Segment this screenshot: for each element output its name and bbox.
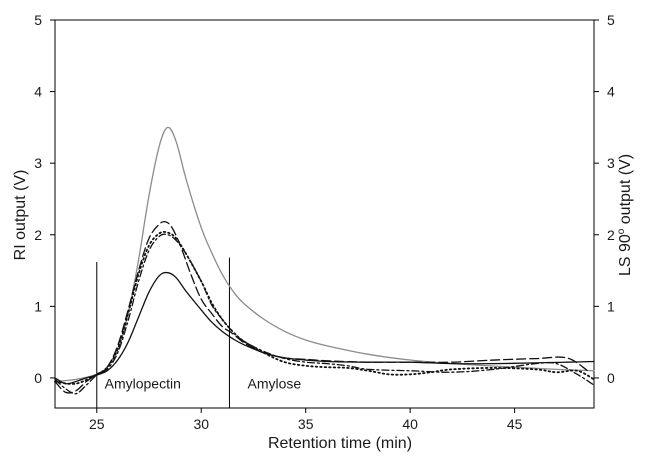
region-dividers xyxy=(96,257,230,408)
annotation-amylopectin: Amylopectin xyxy=(105,376,181,392)
y-axis-title-right-tail: output (V) xyxy=(617,154,634,229)
y-tick-label-left-4: 4 xyxy=(34,84,42,100)
y-tick-label-left-2: 2 xyxy=(34,227,42,243)
y-tick-label-right-1: 1 xyxy=(607,298,615,314)
y-axis-title-right-superscript: o xyxy=(616,228,627,234)
y-tick-label-left-0: 0 xyxy=(34,370,42,386)
y-axis-title-right-base: LS 90 xyxy=(617,234,634,276)
y-tick-label-left-1: 1 xyxy=(34,298,42,314)
y-tick-label-right-5: 5 xyxy=(607,12,615,28)
series-layer xyxy=(54,126,595,395)
x-tick-label-1: 30 xyxy=(193,416,209,432)
annotation-amylose: Amylose xyxy=(248,376,302,392)
axes-layer: 25 30 35 40 450 01 12 23 34 45 5 xyxy=(34,12,615,432)
series-line-gray-solid xyxy=(54,126,595,383)
x-tick-label-4: 45 xyxy=(507,416,523,432)
axis-titles: Retention time (min) RI output (V) LS 90… xyxy=(12,154,634,452)
plot-frame xyxy=(54,19,595,409)
y-tick-label-right-0: 0 xyxy=(607,370,615,386)
y-tick-label-left-5: 5 xyxy=(34,12,42,28)
y-axis-title-right: LS 90o output (V) xyxy=(616,154,634,276)
y-tick-label-right-3: 3 xyxy=(607,155,615,171)
y-tick-label-right-2: 2 xyxy=(607,227,615,243)
x-tick-label-2: 35 xyxy=(298,416,314,432)
y-axis-title-left: RI output (V) xyxy=(12,170,29,261)
x-axis-title: Retention time (min) xyxy=(268,435,412,452)
x-tick-label-0: 25 xyxy=(89,416,105,432)
y-tick-label-right-4: 4 xyxy=(607,84,615,100)
y-tick-label-left-3: 3 xyxy=(34,155,42,171)
region-annotations: Amylopectin Amylose xyxy=(105,376,302,392)
series-line-dotted xyxy=(54,230,595,385)
series-line-dash-dot xyxy=(54,233,595,395)
x-tick-label-3: 40 xyxy=(402,416,418,432)
